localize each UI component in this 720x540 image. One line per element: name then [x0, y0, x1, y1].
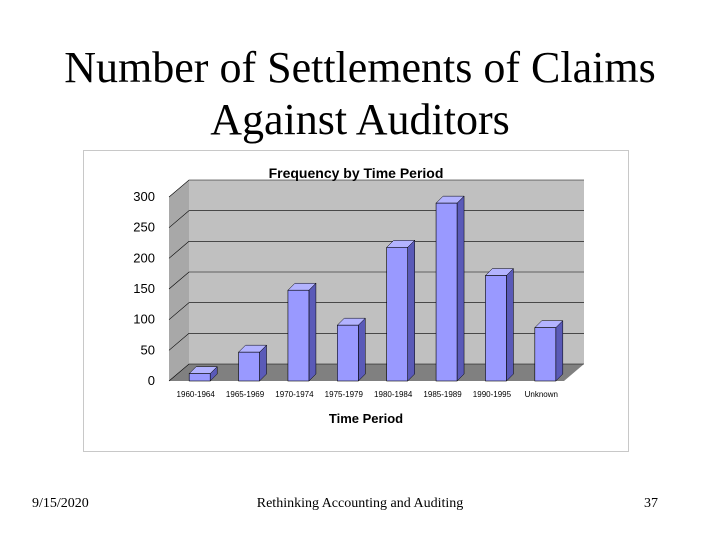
bar — [188, 373, 211, 382]
slide-title: Number of Settlements of Claims Against … — [0, 42, 720, 146]
bar — [287, 289, 310, 382]
bar — [485, 275, 507, 382]
x-tick-label: 1990-1995 — [473, 390, 512, 399]
bar-chart: 0 50 100 150 200 250 300 1960-1964 1965-1969 1970… — [133, 165, 584, 426]
x-tick-label: 1960-1964 — [177, 390, 216, 399]
bar — [238, 351, 260, 382]
bar — [337, 324, 359, 382]
footer-date: 9/15/2020 — [32, 496, 89, 511]
bar-side — [456, 195, 465, 382]
bar — [435, 202, 458, 382]
footer-page-number: 37 — [644, 496, 658, 511]
y-tick-label: 150 — [133, 281, 155, 296]
slide-title-line-1: Number of Settlements of Claims — [64, 43, 656, 92]
footer-title: Rethinking Accounting and Auditing — [256, 496, 464, 511]
x-axis-title: Time Period — [329, 411, 403, 426]
x-tick-label: Unknown — [525, 390, 558, 399]
x-tick-label: 1980-1984 — [374, 390, 413, 399]
bar — [386, 246, 408, 382]
chart-frame: 0 50 100 150 200 250 300 1960-1964 1965-1969 1970… — [83, 150, 629, 452]
chart-floor — [169, 364, 584, 381]
x-tick-label: 1970-1974 — [275, 390, 314, 399]
y-tick-label: 300 — [133, 189, 155, 204]
bar-side — [407, 239, 415, 382]
y-tick-label: 0 — [148, 373, 155, 388]
bar-side — [308, 282, 317, 382]
bar-side — [506, 267, 514, 382]
chart-title: Frequency by Time Period — [269, 165, 444, 181]
x-tick-label: 1965-1969 — [226, 390, 265, 399]
bar-side — [555, 320, 564, 382]
y-tick-label: 50 — [141, 342, 155, 357]
bar — [534, 327, 557, 382]
bar-side — [358, 317, 366, 382]
slide-title-line-2: Against Auditors — [210, 95, 510, 144]
x-tick-label: 1975-1979 — [325, 390, 364, 399]
y-tick-label: 250 — [133, 220, 155, 235]
y-tick-label: 200 — [133, 250, 155, 265]
x-tick-label: 1985-1989 — [423, 390, 462, 399]
y-tick-label: 100 — [133, 312, 155, 327]
gridline — [168, 179, 584, 198]
